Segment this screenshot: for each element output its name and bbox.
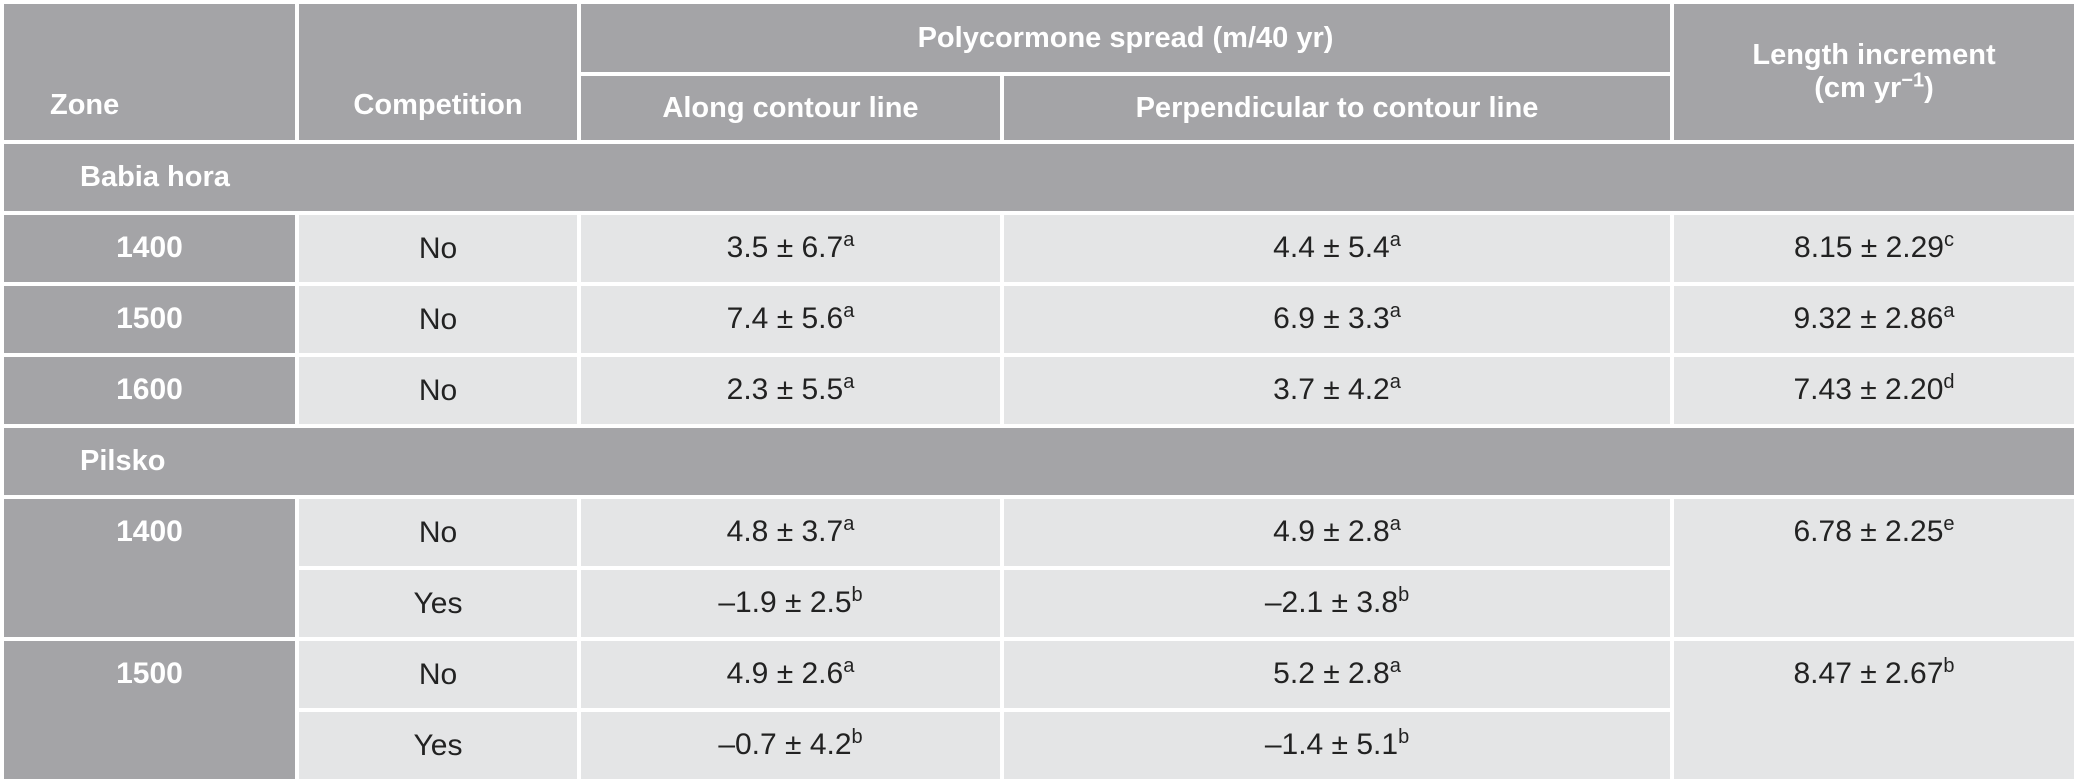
significance-letter: a [1389,300,1401,322]
table-row: 1500 No 7.4 ± 5.6a 6.9 ± 3.3a 9.32 ± 2.8… [0,282,2074,357]
significance-letter: b [1398,726,1410,748]
along-cell: 4.9 ± 2.6a [577,637,1004,712]
table-row: Yes –1.9 ± 2.5b –2.1 ± 3.8b [2,566,2074,641]
zone-cell: 1500 [0,282,299,357]
length-cell: 7.43 ± 2.20d [1670,353,2074,428]
significance-letter: a [843,300,855,322]
table-row: 1500 No 4.9 ± 2.6a 5.2 ± 2.8a 8.47 ± 2.6… [0,637,2074,783]
significance-letter: a [1389,371,1401,393]
significance-letter: a [1943,300,1955,322]
perpendicular-cell: –2.1 ± 3.8b [999,566,1675,641]
value: –1.4 ± 5.1 [1264,728,1399,761]
significance-letter: a [1389,655,1401,677]
significance-letter: a [843,371,855,393]
competition-cell: No [295,637,581,712]
along-cell: 2.3 ± 5.5a [577,353,1004,428]
value: 5.2 ± 2.8 [1273,657,1390,690]
header-length-unit-suffix: ) [1924,72,1934,104]
value: 3.7 ± 4.2 [1273,373,1390,406]
along-cell: 3.5 ± 6.7a [577,211,1004,286]
header-length-unit-prefix: (cm yr [1814,72,1902,104]
value: –1.9 ± 2.5 [718,586,852,619]
significance-letter: a [843,229,855,251]
significance-letter: b [851,584,863,606]
competition-cell: Yes [295,708,581,783]
header-zone: Zone [0,0,299,144]
significance-letter: b [1398,584,1410,606]
header-along-contour: Along contour line [577,72,1004,144]
value: 3.5 ± 6.7 [726,231,844,264]
significance-letter: c [1943,229,1954,251]
value: 6.9 ± 3.3 [1273,302,1390,335]
table-row: 1400 No 4.8 ± 3.7a 4.9 ± 2.8a 6.78 ± 2.2… [0,495,2074,641]
value: 6.78 ± 2.25 [1793,515,1944,548]
header-length-line1: Length increment [1752,39,1996,71]
length-cell: 8.15 ± 2.29c [1670,211,2074,286]
value: 4.9 ± 2.8 [1273,515,1390,548]
header-length-line2: (cm yr−1) [1674,69,2074,105]
value: 9.32 ± 2.86 [1793,302,1944,335]
significance-letter: a [1389,513,1401,535]
competition-cell: No [295,495,581,570]
perpendicular-cell: 3.7 ± 4.2a [999,353,1675,428]
significance-letter: d [1943,371,1955,393]
significance-letter: e [1943,513,1955,535]
table-row: 1400 No 3.5 ± 6.7a 4.4 ± 5.4a 8.15 ± 2.2… [0,211,2074,286]
competition-cell: Yes [295,566,581,641]
value: 7.43 ± 2.20 [1793,373,1944,406]
table-row: Yes –0.7 ± 4.2b –1.4 ± 5.1b [2,708,2074,783]
length-cell: 6.78 ± 2.25e [1670,495,2074,641]
zone-cell: 1400 [0,211,299,286]
value: 7.4 ± 5.6 [726,302,844,335]
header-competition: Competition [295,0,581,144]
length-cell: 9.32 ± 2.86a [1670,282,2074,357]
header-perpendicular-contour: Perpendicular to contour line [999,72,1675,144]
significance-letter: a [843,513,855,535]
section-heading: Pilsko [0,424,2074,499]
value: 4.8 ± 3.7 [726,515,844,548]
zone-cell: 1400 [0,495,299,641]
significance-letter: a [1389,229,1401,251]
header-length-unit-exponent: −1 [1901,69,1925,92]
section-heading: Babia hora [0,140,2074,215]
value: 8.15 ± 2.29 [1794,231,1944,264]
value: –2.1 ± 3.8 [1264,586,1399,619]
value: 8.47 ± 2.67 [1793,657,1944,690]
perpendicular-cell: 6.9 ± 3.3a [999,282,1675,357]
length-cell: 8.47 ± 2.67b [1670,637,2074,783]
along-cell: 7.4 ± 5.6a [577,282,1004,357]
value: 2.3 ± 5.5 [726,373,844,406]
significance-letter: a [843,655,855,677]
value: 4.9 ± 2.6 [726,657,844,690]
significance-letter: b [851,726,863,748]
perpendicular-cell: 4.4 ± 5.4a [999,211,1675,286]
perpendicular-cell: 4.9 ± 2.8a [999,495,1675,570]
perpendicular-cell: 5.2 ± 2.8a [999,637,1675,712]
value: –0.7 ± 4.2 [718,728,852,761]
table-row: 1600 No 2.3 ± 5.5a 3.7 ± 4.2a 7.43 ± 2.2… [0,353,2074,428]
competition-cell: No [295,353,581,428]
zone-cell: 1600 [0,353,299,428]
along-cell: –1.9 ± 2.5b [577,566,1004,641]
value: 4.4 ± 5.4 [1273,231,1390,264]
zone-cell: 1500 [0,637,299,783]
perpendicular-cell: –1.4 ± 5.1b [999,708,1675,783]
significance-letter: b [1943,655,1955,677]
competition-cell: No [295,211,581,286]
header-polycormone-spread: Polycormone spread (m/40 yr) [576,0,1675,76]
along-cell: 4.8 ± 3.7a [577,495,1004,570]
header-length-increment: Length increment (cm yr−1) [1670,0,2074,144]
competition-cell: No [295,282,581,357]
along-cell: –0.7 ± 4.2b [577,708,1004,783]
